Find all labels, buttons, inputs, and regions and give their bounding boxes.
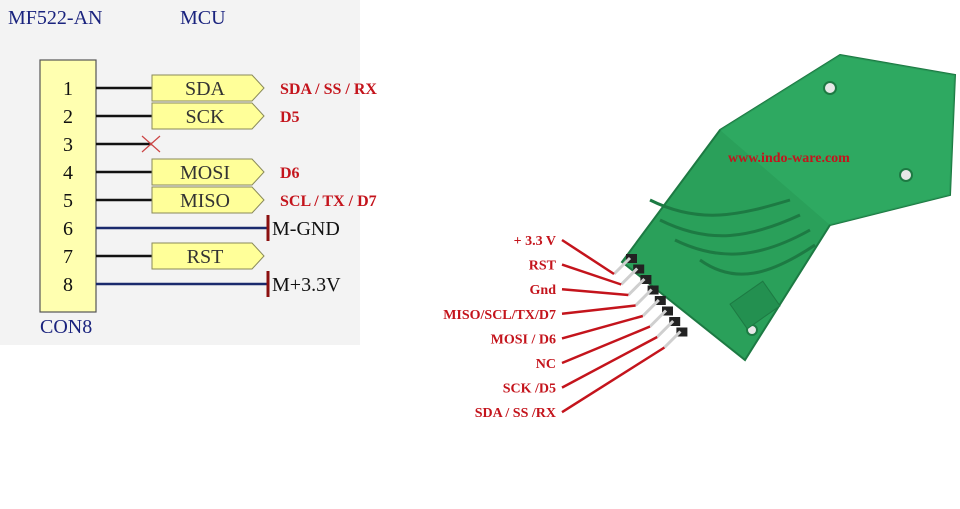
port-signal-label: MISO — [180, 190, 230, 212]
pin-number: 7 — [63, 246, 73, 268]
mcu-title: MCU — [180, 7, 226, 29]
board-pin-label-4: MISO/SCL/TX/D7 — [443, 304, 636, 323]
pin-label-text: RST — [529, 259, 557, 274]
header-pin-base — [669, 317, 681, 326]
pcb-traces — [649, 198, 816, 276]
board-pin-labels: + 3.3 V RST Gnd MISO/SCL/TX/D7 MOSI / D6 NC SC… — [443, 234, 666, 421]
pin-label-text: NC — [536, 357, 556, 372]
header-pin-lead — [627, 277, 646, 297]
port-flag — [151, 74, 265, 102]
port-flag — [151, 102, 265, 130]
pin-number: 3 — [63, 134, 73, 156]
pin-label-text: Gnd — [530, 283, 557, 298]
schematic-pin-6: 6 M-GND — [63, 215, 340, 241]
rfid-board: www.indo-ware.com — [612, 53, 957, 362]
leader-line — [561, 335, 658, 389]
schematic-pin-2: 2 SCK D5 — [63, 102, 300, 130]
connector-body — [39, 59, 97, 313]
port-flag — [151, 242, 265, 270]
no-connect-icon — [141, 135, 161, 153]
pin-header — [612, 254, 688, 349]
header-pin-base — [654, 296, 666, 305]
connector-label: CON8 — [40, 316, 92, 338]
pcb-highlight — [720, 55, 955, 225]
schematic-pins: 1 SDA SDA / SS / RX 2 SCK D5 3 4 MOSI D6 5 MISO SCL … — [63, 74, 377, 297]
leader-line — [561, 314, 644, 340]
pin-number: 1 — [63, 78, 73, 100]
header-pin-base — [647, 285, 659, 295]
port-signal-label: SCK — [186, 106, 225, 128]
schematic-pin-7: 7 RST — [63, 242, 265, 270]
header-pin-lead — [641, 298, 660, 318]
pcb-chip — [729, 280, 781, 330]
power-net-label: M+3.3V — [272, 274, 341, 296]
pin-label-text: SDA / SS /RX — [475, 406, 556, 421]
board-pin-label-2: RST — [529, 259, 622, 286]
leader-line — [561, 238, 615, 276]
pin-label-text: SCK /D5 — [503, 382, 556, 397]
watermark-text: www.indo-ware.com — [728, 151, 850, 166]
leader-line — [561, 346, 666, 414]
schematic-pin-4: 4 MOSI D6 — [63, 158, 300, 186]
mcu-mapping-label: D6 — [280, 165, 300, 182]
pin-number: 2 — [63, 106, 73, 128]
port-flag — [151, 186, 265, 214]
schematic-pin-3: 3 — [63, 134, 161, 156]
pin-label-text: MOSI / D6 — [491, 332, 556, 347]
mcu-mapping-label: SDA / SS / RX — [280, 81, 377, 98]
leader-line — [561, 304, 636, 316]
component-title: MF522-AN — [8, 7, 102, 29]
header-pin-base — [633, 264, 645, 274]
board-pin-label-6: NC — [536, 325, 651, 372]
header-pin-base — [626, 254, 637, 263]
header-pin-lead — [634, 288, 653, 307]
leader-line — [561, 325, 651, 365]
pin-number: 6 — [63, 218, 73, 240]
port-flag — [151, 158, 265, 186]
leader-line — [561, 287, 629, 297]
leader-line — [561, 263, 622, 286]
header-pin-base — [662, 306, 673, 316]
board-pin-label-8: SDA / SS /RX — [475, 346, 666, 421]
mount-hole-icon — [823, 81, 837, 95]
schematic-pin-1: 1 SDA SDA / SS / RX — [63, 74, 377, 102]
header-pin-lead — [620, 267, 639, 286]
header-pin-lead — [656, 319, 675, 339]
schematic-pin-5: 5 MISO SCL / TX / D7 — [63, 186, 377, 214]
board-pin-label-1: + 3.3 V — [514, 234, 615, 276]
schematic-pin-8: 8 M+3.3V — [63, 271, 341, 297]
header-pin-lead — [663, 330, 682, 349]
port-signal-label: MOSI — [180, 162, 230, 184]
pin-label-text: MISO/SCL/TX/D7 — [443, 308, 556, 323]
pin-number: 8 — [63, 274, 73, 296]
header-pin-lead — [612, 256, 632, 276]
header-pin-base — [676, 327, 688, 337]
mcu-mapping-label: SCL / TX / D7 — [280, 193, 377, 210]
mcu-mapping-label: D5 — [280, 109, 300, 126]
mount-hole-icon — [899, 168, 913, 182]
header-pin-base — [640, 275, 652, 284]
pin-number: 5 — [63, 190, 73, 212]
board-pin-label-5: MOSI / D6 — [491, 314, 644, 347]
port-signal-label: SDA — [185, 78, 226, 100]
header-pin-lead — [648, 309, 668, 328]
power-net-label: M-GND — [272, 218, 340, 240]
board-pin-label-7: SCK /D5 — [503, 335, 658, 397]
pin-number: 4 — [63, 162, 73, 184]
port-signal-label: RST — [187, 246, 224, 268]
board-pin-label-3: Gnd — [530, 283, 629, 298]
pin-label-text: + 3.3 V — [514, 234, 556, 249]
